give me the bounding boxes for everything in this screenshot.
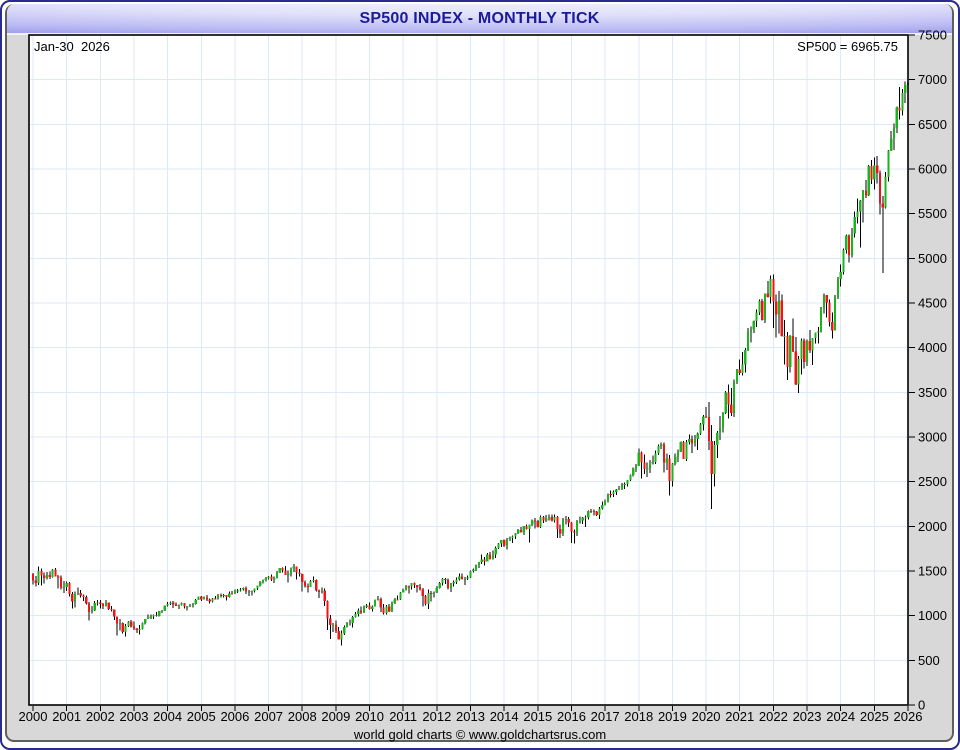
window-body: SP500 INDEX - MONTHLY TICK [5, 4, 954, 742]
date-label: Jan-30 2026 [34, 39, 110, 54]
last-quote-label: SP500 = 6965.75 [797, 39, 898, 54]
footer-credit: world gold charts © www.goldchartsrus.co… [353, 727, 607, 742]
title-bar: SP500 INDEX - MONTHLY TICK [7, 4, 952, 35]
chart-title: SP500 INDEX - MONTHLY TICK [359, 9, 600, 27]
